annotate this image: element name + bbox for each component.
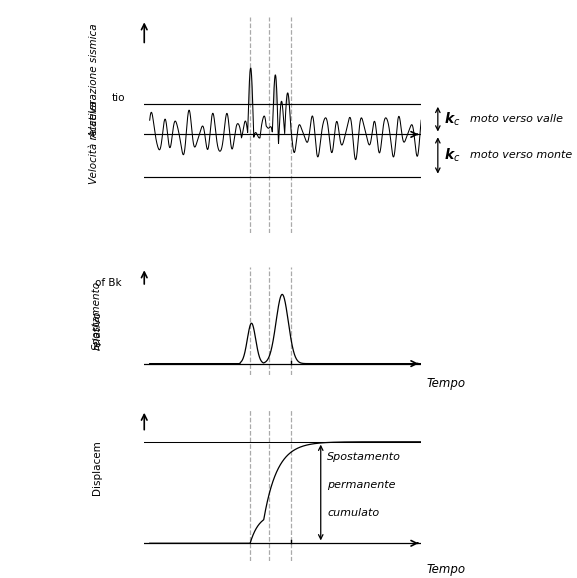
Text: Tempo: Tempo bbox=[427, 377, 466, 390]
Text: relativo: relativo bbox=[92, 310, 102, 350]
Text: Accelerazione sismica: Accelerazione sismica bbox=[89, 24, 99, 138]
Text: moto verso monte: moto verso monte bbox=[470, 150, 572, 161]
Text: Spostamento

permanente

cumulato: Spostamento permanente cumulato bbox=[327, 452, 401, 518]
Text: Spostamento: Spostamento bbox=[92, 280, 102, 350]
Text: $\boldsymbol{k}_c$: $\boldsymbol{k}_c$ bbox=[444, 147, 460, 164]
Text: tio: tio bbox=[112, 93, 125, 103]
Text: moto verso valle: moto verso valle bbox=[470, 114, 563, 124]
Text: Tempo: Tempo bbox=[427, 563, 466, 576]
Text: of Bk: of Bk bbox=[95, 278, 122, 288]
Text: Displacem: Displacem bbox=[92, 440, 102, 495]
Text: Velocità relativa: Velocità relativa bbox=[89, 101, 99, 184]
Text: $\boldsymbol{k}_c$: $\boldsymbol{k}_c$ bbox=[444, 110, 460, 128]
